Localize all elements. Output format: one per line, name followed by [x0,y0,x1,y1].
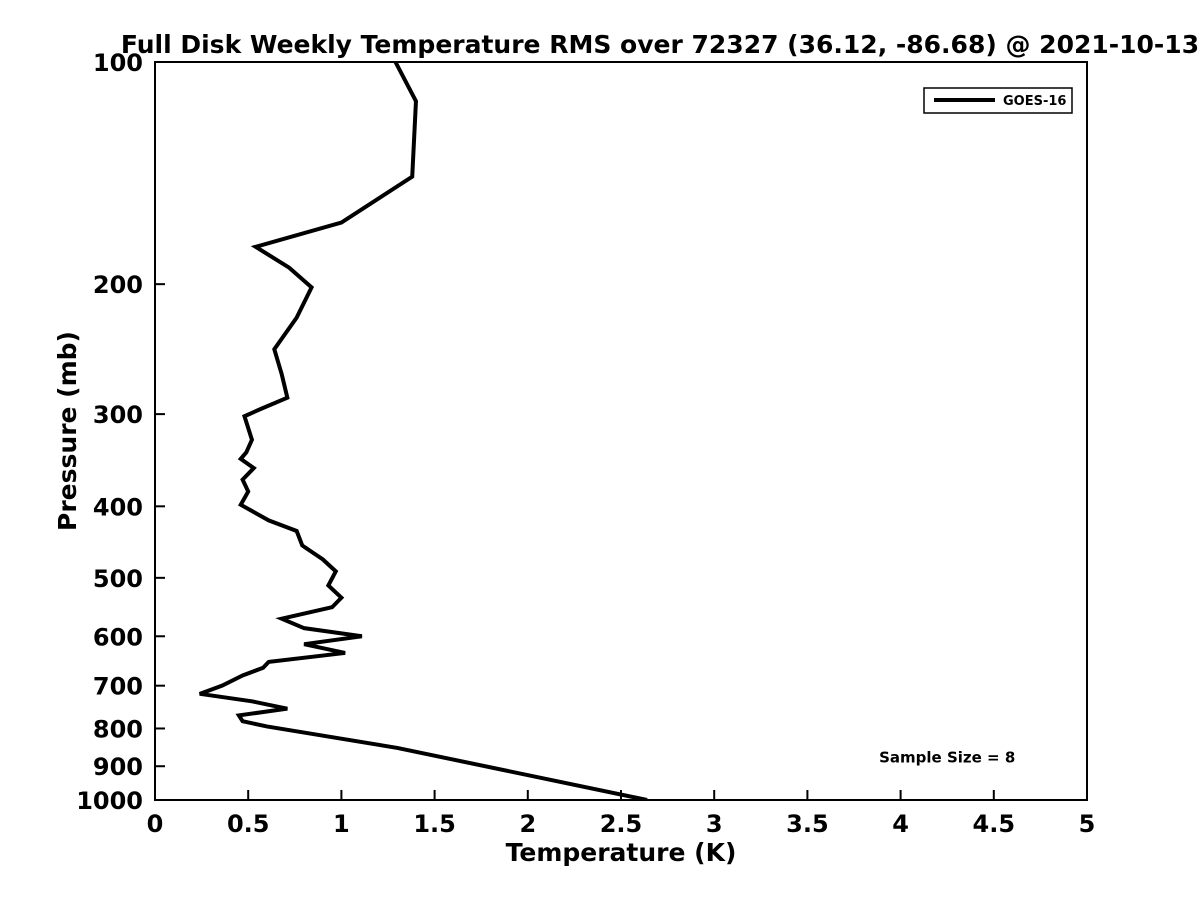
sample-size-annotation: Sample Size = 8 [879,749,1015,767]
legend-label-goes-16: GOES-16 [1003,94,1066,109]
x-tick-label: 1 [333,810,350,838]
x-tick-label: 1.5 [413,810,456,838]
y-tick-label: 600 [93,623,143,651]
x-tick-label: 4.5 [973,810,1016,838]
y-tick-label: 400 [93,493,143,521]
x-axis-title: Temperature (K) [506,838,737,867]
y-tick-label: 300 [93,401,143,429]
annotation-group: Sample Size = 8 [879,749,1015,767]
x-tick-label: 3 [706,810,723,838]
x-tick-label: 3.5 [786,810,829,838]
x-tick-label: 4 [892,810,909,838]
x-tick-label: 5 [1079,810,1096,838]
x-tick-label: 0.5 [227,810,270,838]
y-axis-tick-group: 100 200 300 400 500 600 700 800 900 1000 [76,49,165,815]
y-tick-label: 1000 [76,787,143,815]
y-axis-title: Pressure (mb) [53,331,82,531]
data-series-group [199,62,648,800]
plot-frame [154,61,1088,801]
x-tick-label: 2.5 [600,810,643,838]
legend[interactable]: GOES-16 [923,87,1073,114]
y-tick-label: 800 [93,715,143,743]
y-tick-label: 900 [93,753,143,781]
y-tick-label: 700 [93,673,143,701]
x-tick-label: 0 [147,810,164,838]
y-tick-label: 100 [93,49,143,77]
chart-title: Full Disk Weekly Temperature RMS over 72… [121,30,1199,59]
y-tick-label: 500 [93,565,143,593]
x-tick-label: 2 [519,810,536,838]
data-line-goes-16 [199,62,648,800]
x-axis-tick-group: 0 0.5 1 1.5 2 2.5 3 3.5 4 4.5 5 [147,790,1096,838]
y-tick-label: 200 [93,271,143,299]
